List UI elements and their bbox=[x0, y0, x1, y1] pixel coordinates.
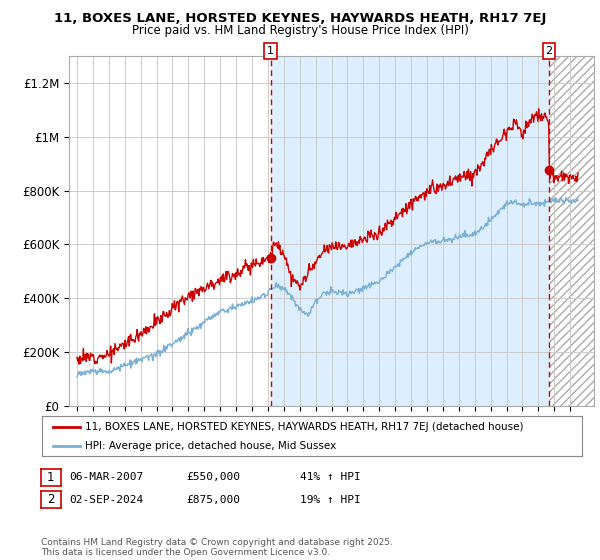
Text: 11, BOXES LANE, HORSTED KEYNES, HAYWARDS HEATH, RH17 7EJ (detached house): 11, BOXES LANE, HORSTED KEYNES, HAYWARDS… bbox=[85, 422, 524, 432]
Text: 19% ↑ HPI: 19% ↑ HPI bbox=[300, 494, 361, 505]
Text: Contains HM Land Registry data © Crown copyright and database right 2025.
This d: Contains HM Land Registry data © Crown c… bbox=[41, 538, 392, 557]
Text: 11, BOXES LANE, HORSTED KEYNES, HAYWARDS HEATH, RH17 7EJ: 11, BOXES LANE, HORSTED KEYNES, HAYWARDS… bbox=[54, 12, 546, 25]
Text: Price paid vs. HM Land Registry's House Price Index (HPI): Price paid vs. HM Land Registry's House … bbox=[131, 24, 469, 36]
Bar bbox=[271, 56, 549, 406]
Text: 1: 1 bbox=[47, 470, 55, 484]
Text: £875,000: £875,000 bbox=[186, 494, 240, 505]
Text: 2: 2 bbox=[545, 46, 553, 56]
Text: 2: 2 bbox=[47, 493, 55, 506]
Bar bbox=[549, 56, 594, 406]
Text: 02-SEP-2024: 02-SEP-2024 bbox=[69, 494, 143, 505]
Text: HPI: Average price, detached house, Mid Sussex: HPI: Average price, detached house, Mid … bbox=[85, 441, 337, 450]
Text: 1: 1 bbox=[267, 46, 274, 56]
Text: 41% ↑ HPI: 41% ↑ HPI bbox=[300, 472, 361, 482]
Text: 06-MAR-2007: 06-MAR-2007 bbox=[69, 472, 143, 482]
Text: £550,000: £550,000 bbox=[186, 472, 240, 482]
